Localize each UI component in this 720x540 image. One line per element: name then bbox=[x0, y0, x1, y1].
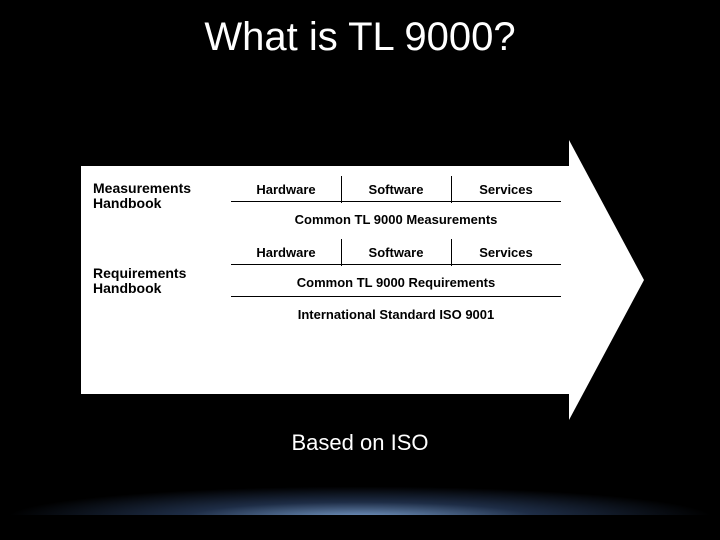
horizon-glow bbox=[0, 473, 720, 518]
divider bbox=[451, 176, 453, 203]
cell-meas-software: Software bbox=[341, 176, 451, 202]
label-measurements: MeasurementsHandbook bbox=[93, 181, 191, 212]
label-requirements: RequirementsHandbook bbox=[93, 266, 186, 297]
divider bbox=[341, 176, 343, 203]
measurements-row-cols: Hardware Software Services bbox=[231, 176, 561, 202]
row-common-requirements: Common TL 9000 Requirements bbox=[231, 265, 561, 297]
row-iso-standard: International Standard ISO 9001 bbox=[231, 297, 561, 334]
vertical-label-tl9000: TL9000 bbox=[650, 225, 659, 313]
cell-req-services: Services bbox=[451, 239, 561, 265]
slide-title: What is TL 9000? bbox=[0, 0, 720, 60]
cell-req-hardware: Hardware bbox=[231, 239, 341, 265]
divider bbox=[451, 239, 453, 266]
cell-req-software: Software bbox=[341, 239, 451, 265]
horizon-ground bbox=[0, 515, 720, 540]
slide-subtitle: Based on ISO bbox=[0, 430, 720, 456]
grid-area: Hardware Software Services Common TL 900… bbox=[231, 176, 561, 334]
cell-meas-services: Services bbox=[451, 176, 561, 202]
row-common-measurements: Common TL 9000 Measurements bbox=[231, 202, 561, 239]
requirements-row-cols: Hardware Software Services bbox=[231, 239, 561, 265]
cell-meas-hardware: Hardware bbox=[231, 176, 341, 202]
tl9000-diagram: MeasurementsHandbook RequirementsHandboo… bbox=[80, 165, 650, 395]
arrow-body: MeasurementsHandbook RequirementsHandboo… bbox=[80, 165, 570, 395]
divider bbox=[341, 239, 343, 266]
arrow-head bbox=[569, 140, 644, 420]
